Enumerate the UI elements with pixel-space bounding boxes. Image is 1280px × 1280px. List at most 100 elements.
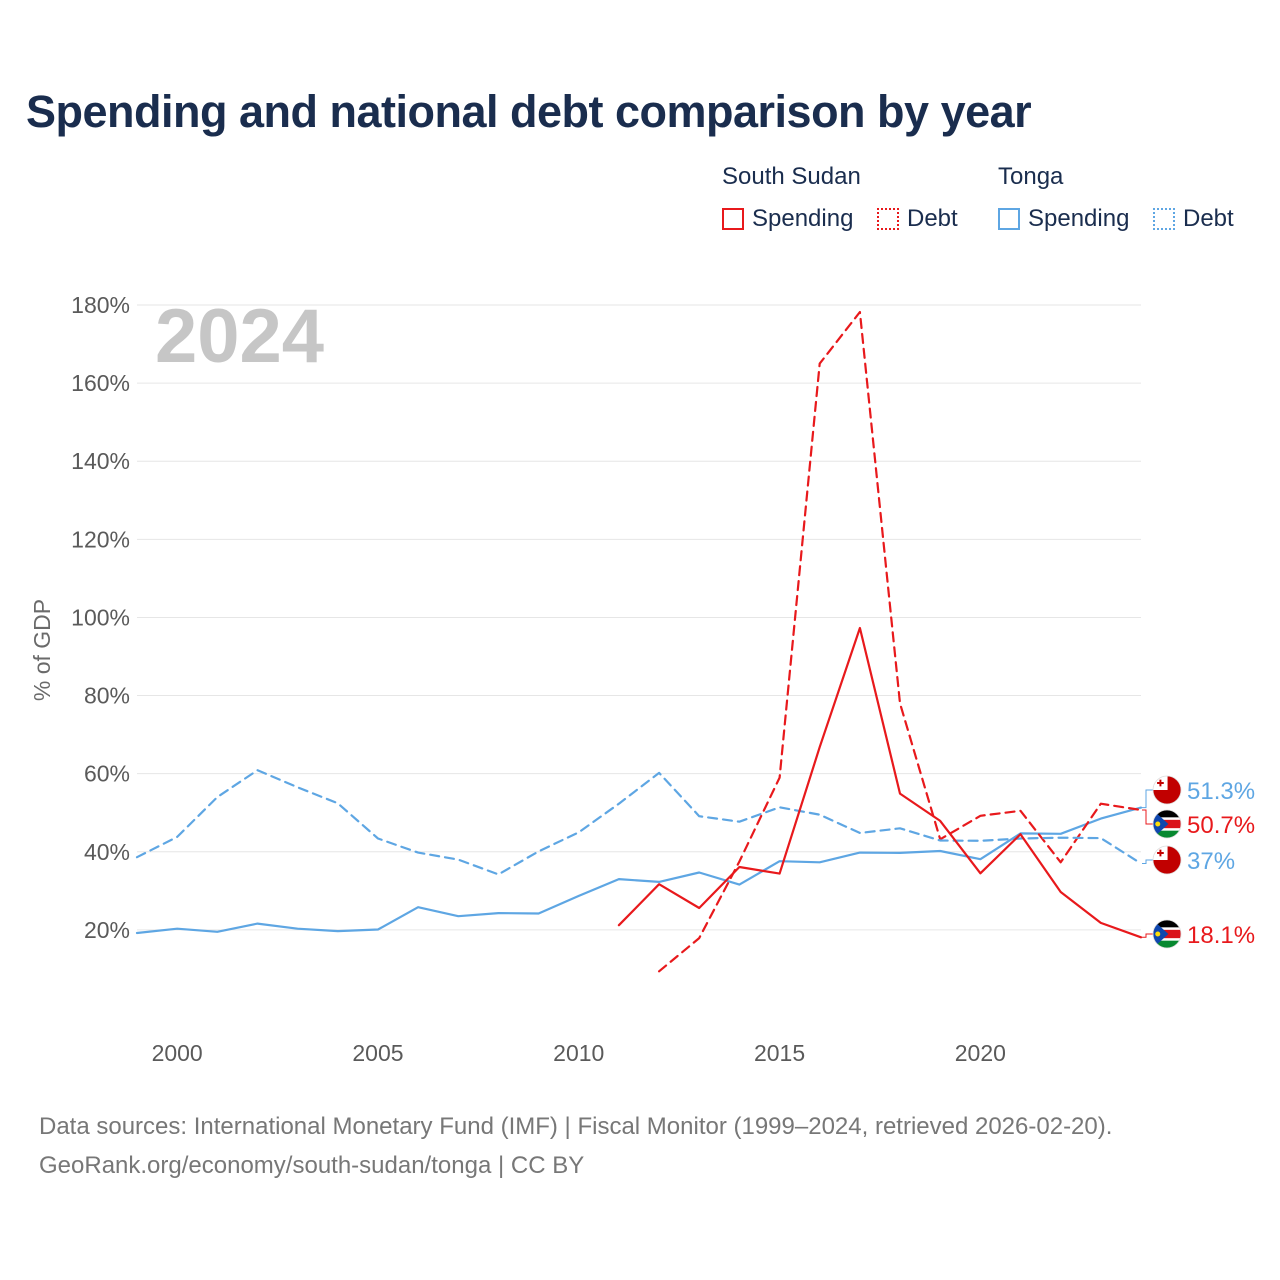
data-point-tonga-spending — [536, 910, 542, 916]
data-point-south-sudan-spending — [857, 625, 863, 631]
data-point-south-sudan-spending — [1098, 920, 1104, 926]
end-label-connector — [1142, 809, 1153, 825]
x-tick-label: 2000 — [152, 1040, 203, 1066]
legend-item-south-sudan-debt[interactable]: Debt — [877, 205, 958, 233]
data-point-south-sudan-debt — [736, 859, 742, 865]
series-line-tonga-spending — [135, 806, 1143, 935]
series-line-tonga-debt — [135, 769, 1143, 876]
data-point-tonga-spending — [857, 850, 863, 856]
data-point-tonga-debt — [455, 857, 461, 863]
data-point-south-sudan-spending — [777, 871, 783, 877]
data-point-tonga-debt — [375, 835, 381, 841]
line-chart: 20%40%60%80%100%120%140%160%180% 2000 200… — [29, 292, 1255, 1066]
data-point-tonga-spending — [897, 850, 903, 856]
y-tick-label: 160% — [71, 370, 130, 396]
data-point-tonga-debt — [214, 794, 220, 800]
x-tick-label: 2005 — [352, 1040, 403, 1066]
data-point-tonga-spending — [736, 882, 742, 888]
legend-swatch-dotted-red — [877, 208, 899, 230]
data-point-tonga-debt — [335, 800, 341, 806]
source-line-1: Data sources: International Monetary Fun… — [39, 1113, 1113, 1140]
end-label-value: 50.7% — [1187, 812, 1255, 839]
y-axis-label: % of GDP — [29, 599, 55, 701]
legend-item-tonga-spending[interactable]: Spending — [998, 205, 1129, 233]
legend-swatch-solid-blue — [998, 208, 1020, 230]
data-point-south-sudan-debt — [897, 700, 903, 706]
data-point-tonga-spending — [977, 856, 983, 862]
y-tick-label: 120% — [71, 526, 130, 552]
data-point-tonga-spending — [777, 858, 783, 864]
legend-swatch-dotted-blue — [1153, 208, 1175, 230]
data-point-south-sudan-debt — [696, 935, 702, 941]
data-point-tonga-spending — [134, 930, 140, 936]
data-point-tonga-debt — [415, 850, 421, 856]
data-point-tonga-spending — [214, 929, 220, 935]
data-point-tonga-debt — [1098, 835, 1104, 841]
data-point-tonga-debt — [1058, 835, 1064, 841]
data-point-tonga-spending — [495, 910, 501, 916]
data-point-south-sudan-spending — [1018, 831, 1024, 837]
x-tick-label: 2010 — [553, 1040, 604, 1066]
flag-south-sudan-icon — [1152, 809, 1182, 839]
data-point-south-sudan-spending — [1058, 889, 1064, 895]
legend-label: Debt — [907, 205, 958, 232]
series-lines — [134, 310, 1143, 973]
grid — [137, 304, 1141, 931]
legend-label: Spending — [1028, 205, 1130, 232]
source-note: Data sources: International Monetary Fun… — [39, 1107, 1112, 1185]
x-tick-label: 2015 — [754, 1040, 805, 1066]
legend-item-south-sudan-spending[interactable]: Spending — [722, 205, 853, 233]
data-point-tonga-debt — [254, 767, 260, 773]
source-line-2: GeoRank.org/economy/south-sudan/tonga | … — [39, 1152, 585, 1179]
y-tick-label: 100% — [71, 604, 130, 630]
data-point-south-sudan-debt — [1098, 801, 1104, 807]
data-point-south-sudan-debt — [1058, 859, 1064, 865]
data-point-tonga-debt — [777, 804, 783, 810]
end-label-connector — [1142, 789, 1153, 809]
legend-item-tonga-debt[interactable]: Debt — [1153, 205, 1234, 233]
data-point-tonga-spending — [576, 893, 582, 899]
data-point-tonga-debt — [134, 854, 140, 860]
y-tick-label: 20% — [84, 917, 130, 943]
legend-title-tonga: Tonga — [998, 163, 1064, 190]
data-point-tonga-spending — [335, 928, 341, 934]
data-point-tonga-debt — [656, 770, 662, 776]
data-point-tonga-spending — [254, 921, 260, 927]
data-point-tonga-debt — [576, 829, 582, 835]
data-point-tonga-spending — [174, 926, 180, 932]
data-point-tonga-debt — [857, 830, 863, 836]
data-point-south-sudan-spending — [736, 864, 742, 870]
data-point-south-sudan-spending — [897, 791, 903, 797]
end-label-value: 51.3% — [1187, 778, 1255, 805]
data-point-tonga-debt — [295, 784, 301, 790]
data-point-tonga-debt — [495, 871, 501, 877]
data-point-south-sudan-debt — [977, 813, 983, 819]
chart-title: Spending and national debt comparison by… — [26, 86, 1032, 137]
data-point-south-sudan-spending — [656, 881, 662, 887]
data-point-tonga-spending — [696, 869, 702, 875]
data-point-south-sudan-debt — [777, 775, 783, 781]
data-point-tonga-debt — [897, 825, 903, 831]
series-line-south-sudan-spending — [617, 626, 1143, 939]
y-tick-label: 80% — [84, 683, 130, 709]
flag-tonga-icon — [1152, 845, 1182, 875]
data-point-tonga-debt — [174, 834, 180, 840]
y-axis-ticks: 20% 40% 60% 80% 100% 120% 140% 160% 180% — [71, 292, 130, 943]
data-point-tonga-spending — [1098, 816, 1104, 822]
flag-south-sudan-icon — [1152, 919, 1182, 949]
x-tick-label: 2020 — [955, 1040, 1006, 1066]
legend-title-south-sudan: South Sudan — [722, 163, 861, 190]
y-tick-label: 40% — [84, 839, 130, 865]
data-point-south-sudan-spending — [616, 922, 622, 928]
data-point-tonga-spending — [616, 876, 622, 882]
legend-swatch-solid-red — [722, 208, 744, 230]
data-point-south-sudan-debt — [817, 361, 823, 367]
data-point-south-sudan-spending — [937, 818, 943, 824]
data-point-tonga-spending — [295, 926, 301, 932]
data-point-south-sudan-spending — [977, 870, 983, 876]
data-point-tonga-spending — [415, 904, 421, 910]
data-point-tonga-debt — [736, 819, 742, 825]
y-tick-label: 60% — [84, 761, 130, 787]
end-labels: 51.3% 50.7% 37% 18.1% — [1142, 775, 1255, 949]
data-point-tonga-debt — [696, 813, 702, 819]
